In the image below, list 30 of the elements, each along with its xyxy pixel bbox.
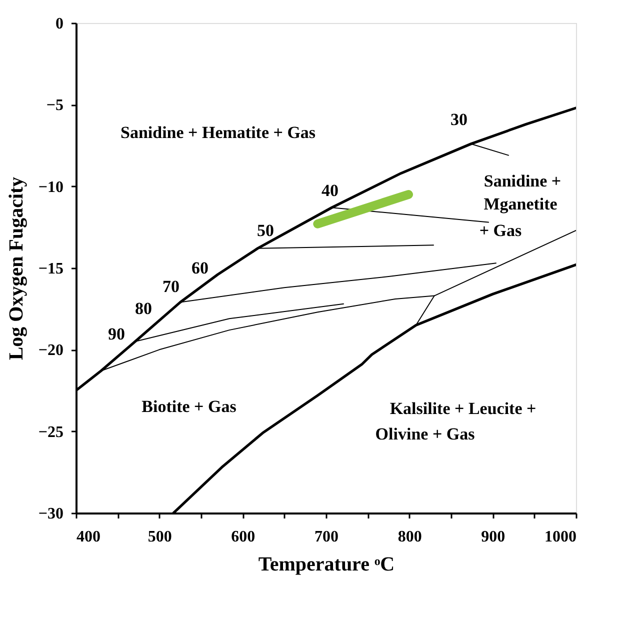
- annotation: Kalsilite + Leucite +: [390, 399, 536, 418]
- annotation: Biotite + Gas: [142, 397, 237, 416]
- x-axis-title: Temperature ᵒC: [258, 554, 395, 576]
- x-tick-label: 1000: [544, 528, 576, 546]
- y-tick-label: −15: [38, 260, 64, 278]
- annotation: 30: [450, 110, 468, 130]
- y-axis-title: Log Oxygen Fugacity: [5, 176, 28, 360]
- y-tick-label: −30: [38, 506, 64, 522]
- annotation: 70: [162, 277, 180, 296]
- annotation: Mganetite: [484, 194, 558, 214]
- annotation: 50: [257, 220, 274, 240]
- y-tick-label: −5: [46, 97, 64, 114]
- annotation: 80: [135, 299, 152, 318]
- y-tick-label: −20: [38, 342, 64, 360]
- annotation: 90: [108, 324, 125, 344]
- annotation: 60: [192, 258, 208, 278]
- x-tick-label: 600: [231, 528, 256, 546]
- x-tick-label: 800: [398, 528, 422, 546]
- y-tick-label: 0: [56, 16, 64, 32]
- y-tick-label: −25: [38, 424, 64, 441]
- y-tick-label: −10: [38, 178, 64, 196]
- x-tick-label: 900: [481, 528, 506, 546]
- annotation: Olivine + Gas: [375, 424, 476, 444]
- annotation: Sanidine + Hematite + Gas: [120, 122, 316, 142]
- annotation: 40: [322, 181, 338, 200]
- annotation: + Gas: [479, 220, 522, 240]
- x-tick-label: 400: [76, 528, 100, 546]
- annotation: Sanidine +: [484, 171, 562, 190]
- x-tick-label: 700: [314, 528, 338, 546]
- x-tick-label: 500: [148, 528, 172, 546]
